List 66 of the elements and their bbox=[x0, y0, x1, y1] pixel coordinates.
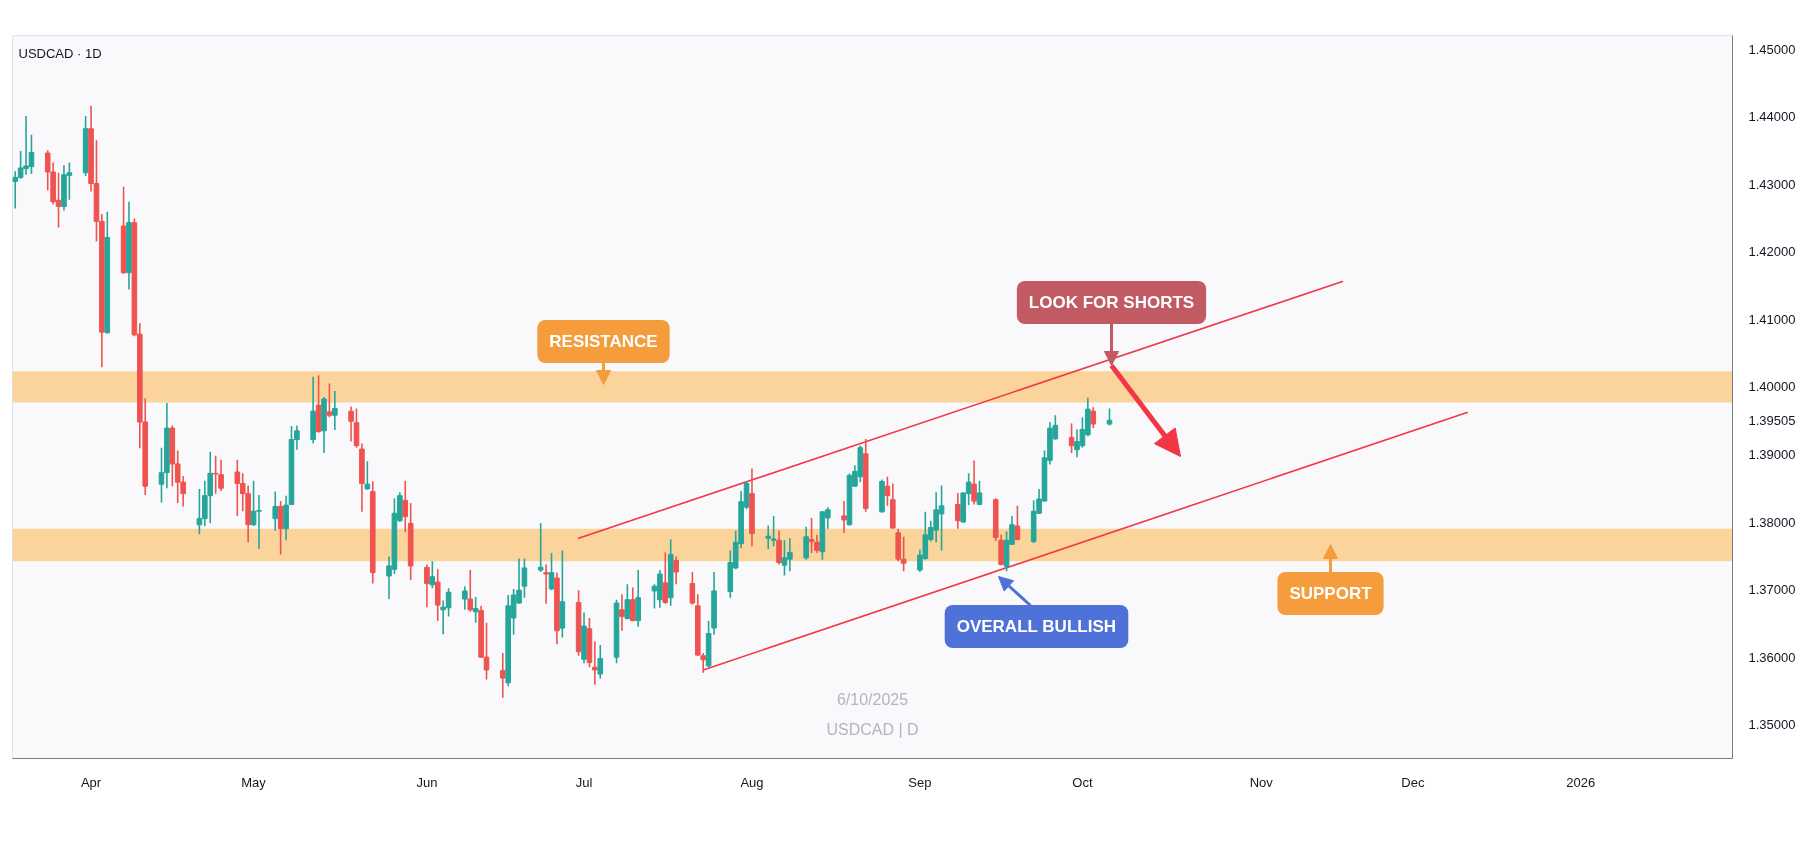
y-tick-label: 1.39505 bbox=[1748, 412, 1796, 428]
annotation: 6/10/2025 bbox=[836, 691, 909, 708]
annotation: RESISTANCE bbox=[549, 332, 658, 351]
candlestick bbox=[673, 555, 679, 585]
x-tick-label: Jul bbox=[575, 774, 593, 790]
annotation: LOOK FOR SHORTS bbox=[1028, 293, 1195, 312]
y-tick-label: 1.37000 bbox=[1748, 582, 1796, 598]
candlestick bbox=[662, 551, 669, 605]
candlestick bbox=[803, 525, 809, 561]
candlestick bbox=[521, 557, 528, 599]
candlestick bbox=[635, 569, 641, 628]
x-tick-label: Oct bbox=[1072, 774, 1093, 790]
candlestick bbox=[462, 585, 468, 611]
candlestick bbox=[353, 407, 360, 449]
candlestick bbox=[597, 644, 604, 680]
candlestick bbox=[1090, 406, 1097, 429]
candlestick bbox=[976, 479, 983, 506]
y-tick-label: 1.39000 bbox=[1748, 446, 1796, 462]
candlestick bbox=[499, 652, 506, 699]
annotation: USDCAD | D bbox=[826, 721, 919, 738]
x-tick-label: Jun bbox=[416, 774, 438, 790]
candlestick bbox=[1014, 504, 1021, 542]
candlestick bbox=[424, 563, 430, 608]
candlestick bbox=[332, 390, 338, 431]
candlestick bbox=[543, 563, 549, 605]
y-tick-label: 1.35000 bbox=[1748, 717, 1796, 733]
y-tick-label: 1.40000 bbox=[1748, 379, 1796, 395]
x-tick-label: Aug bbox=[740, 774, 764, 790]
annotation: OVERALL BULLISH bbox=[956, 617, 1117, 636]
candlestick bbox=[434, 568, 441, 622]
candlestick bbox=[326, 382, 333, 419]
candlestick bbox=[548, 552, 555, 592]
x-tick-label: Sep bbox=[908, 774, 932, 790]
candlestick bbox=[429, 560, 436, 590]
candlestick bbox=[467, 569, 474, 613]
candlestick bbox=[1068, 422, 1075, 454]
x-tick-label: May bbox=[241, 774, 267, 790]
candlestick bbox=[272, 490, 279, 532]
y-tick-label: 1.44000 bbox=[1748, 109, 1796, 125]
x-tick-label: Nov bbox=[1249, 774, 1274, 790]
y-tick-label: 1.45000 bbox=[1748, 41, 1796, 57]
candlestick bbox=[884, 475, 891, 507]
text: USDCAD · 1D bbox=[18, 46, 102, 61]
y-tick-label: 1.36000 bbox=[1748, 649, 1796, 665]
candlestick bbox=[624, 583, 631, 621]
candlestick bbox=[537, 522, 544, 573]
candlestick bbox=[841, 500, 847, 534]
candlestick bbox=[808, 517, 815, 554]
candlestick bbox=[592, 640, 598, 686]
annotation: SUPPORT bbox=[1289, 584, 1373, 603]
y-tick-label: 1.42000 bbox=[1748, 244, 1796, 260]
candlestick bbox=[629, 586, 636, 623]
candlestick bbox=[364, 460, 371, 491]
candlestick bbox=[619, 593, 625, 632]
x-tick-label: 2026 bbox=[1566, 774, 1596, 790]
candlestick bbox=[689, 571, 696, 606]
x-tick-label: Dec bbox=[1401, 774, 1425, 790]
candlestick bbox=[472, 596, 479, 624]
y-tick-label: 1.41000 bbox=[1748, 311, 1796, 327]
candlestick bbox=[971, 459, 977, 506]
candlestick bbox=[348, 405, 354, 443]
candlestick bbox=[776, 529, 782, 566]
y-tick-label: 1.38000 bbox=[1748, 514, 1796, 530]
candlestick bbox=[402, 479, 409, 533]
x-tick-label: Apr bbox=[80, 774, 102, 790]
y-tick-label: 1.43000 bbox=[1748, 176, 1796, 192]
